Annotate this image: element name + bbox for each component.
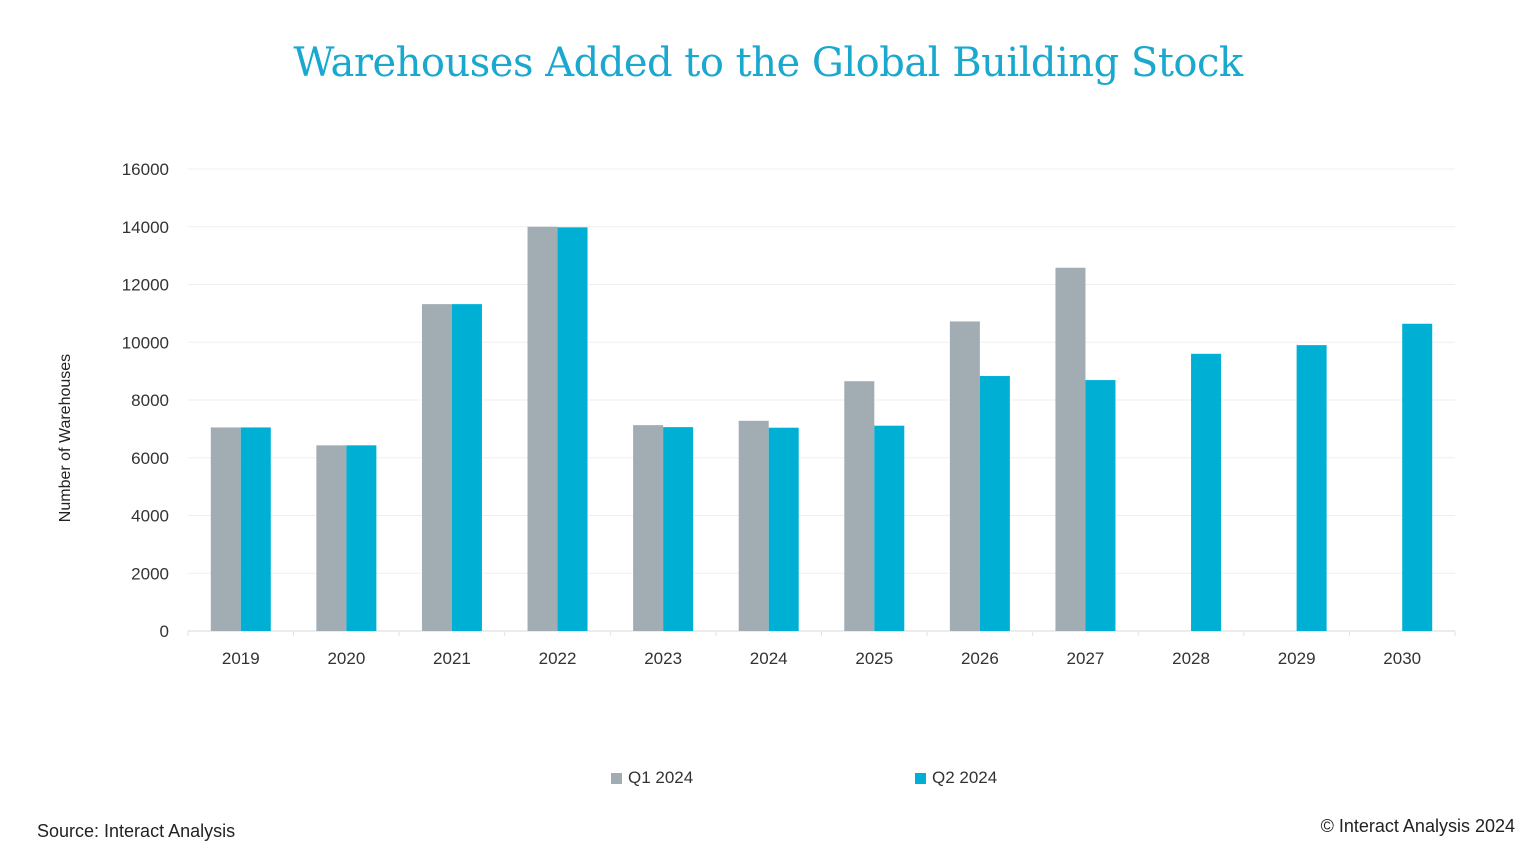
x-tick-label: 2027	[1067, 649, 1105, 668]
legend-label-q2-2024: Q2 2024	[932, 768, 998, 787]
legend-label-q1-2024: Q1 2024	[628, 768, 694, 787]
y-tick-label: 0	[160, 622, 169, 641]
bar-q2-2024-2019	[240, 427, 271, 631]
bar-q1-2024-2024	[738, 420, 769, 631]
bar-q2-2024-2026	[979, 376, 1010, 631]
bar-q2-2024-2023	[663, 427, 694, 631]
bar-q1-2024-2025	[844, 381, 875, 631]
x-tick-label: 2024	[750, 649, 788, 668]
source-note: Source: Interact Analysis	[37, 821, 236, 841]
y-tick-label: 6000	[131, 449, 169, 468]
bar-q2-2024-2029	[1296, 345, 1327, 631]
x-tick-label: 2020	[327, 649, 365, 668]
y-tick-label: 12000	[122, 276, 169, 295]
x-tick-label: 2028	[1172, 649, 1210, 668]
bar-q1-2024-2027	[1055, 267, 1086, 631]
legend-item-q1-2024: Q1 2024	[611, 768, 693, 788]
x-tick-label: 2025	[855, 649, 893, 668]
legend: Q1 2024 Q2 2024	[0, 768, 1536, 792]
copyright-note: © Interact Analysis 2024	[1320, 816, 1515, 836]
bar-q2-2024-2025	[874, 425, 905, 631]
bar-q2-2024-2024	[768, 427, 799, 631]
legend-swatch-q1-2024	[611, 772, 622, 784]
bar-q2-2024-2030	[1402, 323, 1433, 631]
x-tick-label: 2023	[644, 649, 682, 668]
x-tick-label: 2022	[539, 649, 577, 668]
bar-q2-2024-2022	[557, 227, 588, 631]
bar-q1-2024-2026	[949, 321, 980, 631]
bar-q2-2024-2027	[1085, 380, 1116, 631]
bar-q2-2024-2028	[1191, 353, 1222, 631]
y-axis-label: Number of Warehouses	[57, 353, 74, 523]
x-tick-label: 2021	[433, 649, 471, 668]
y-tick-label: 16000	[122, 160, 169, 179]
x-tick-label: 2019	[222, 649, 260, 668]
bar-q1-2024-2022	[527, 226, 558, 631]
y-tick-label: 10000	[122, 333, 169, 352]
bar-q2-2024-2020	[346, 445, 377, 631]
y-tick-label: 8000	[131, 391, 169, 410]
y-tick-label: 14000	[122, 218, 169, 237]
legend-item-q2-2024: Q2 2024	[915, 768, 997, 788]
x-tick-label: 2026	[961, 649, 999, 668]
y-tick-label: 4000	[131, 507, 169, 526]
bar-q1-2024-2019	[210, 427, 241, 631]
x-tick-label: 2030	[1383, 649, 1421, 668]
legend-swatch-q2-2024	[915, 772, 926, 784]
bar-q1-2024-2020	[316, 445, 347, 631]
y-tick-label: 2000	[131, 564, 169, 583]
chart-title: Warehouses Added to the Global Building …	[293, 40, 1243, 86]
bar-q2-2024-2021	[451, 304, 482, 631]
bar-q1-2024-2023	[633, 425, 664, 631]
x-tick-label: 2029	[1278, 649, 1316, 668]
bar-q1-2024-2021	[421, 304, 452, 631]
